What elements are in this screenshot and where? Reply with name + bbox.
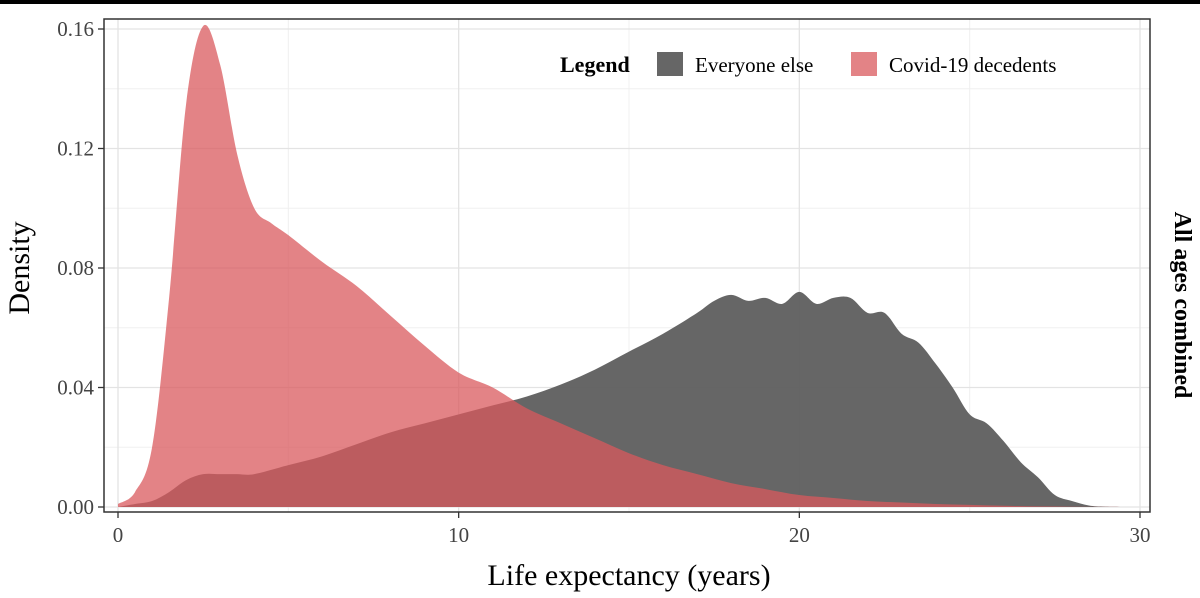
legend: Legend Everyone else Covid-19 decedents bbox=[560, 52, 1056, 77]
x-tick-label: 30 bbox=[1130, 523, 1151, 547]
axis-ticks: 0 10 20 30 0.00 0.04 0.08 0.12 0.16 bbox=[57, 17, 1150, 547]
facet-strip-label: All ages combined bbox=[1169, 212, 1195, 399]
panel-border bbox=[103, 18, 1151, 513]
y-tick-label: 0.00 bbox=[57, 495, 94, 519]
legend-swatch-everyone-else bbox=[657, 52, 683, 76]
legend-title: Legend bbox=[560, 52, 630, 77]
y-tick-label: 0.12 bbox=[57, 137, 94, 161]
y-tick-label: 0.08 bbox=[57, 256, 94, 280]
x-axis-title: Life expectancy (years) bbox=[487, 559, 770, 592]
legend-label-covid-19-decedents: Covid-19 decedents bbox=[889, 53, 1056, 77]
legend-label-everyone-else: Everyone else bbox=[695, 53, 813, 77]
x-tick-label: 0 bbox=[113, 523, 124, 547]
x-tick-label: 20 bbox=[789, 523, 810, 547]
legend-entries: Everyone else Covid-19 decedents bbox=[657, 52, 1056, 77]
density-area-covid-19-decedents bbox=[118, 24, 1140, 508]
y-tick-label: 0.04 bbox=[57, 376, 94, 400]
top-rule bbox=[0, 0, 1200, 4]
x-tick-label: 10 bbox=[448, 523, 469, 547]
density-areas bbox=[118, 24, 1140, 508]
legend-swatch-covid-19-decedents bbox=[851, 52, 877, 76]
y-tick-label: 0.16 bbox=[57, 17, 94, 41]
y-axis-title: Density bbox=[3, 221, 36, 314]
